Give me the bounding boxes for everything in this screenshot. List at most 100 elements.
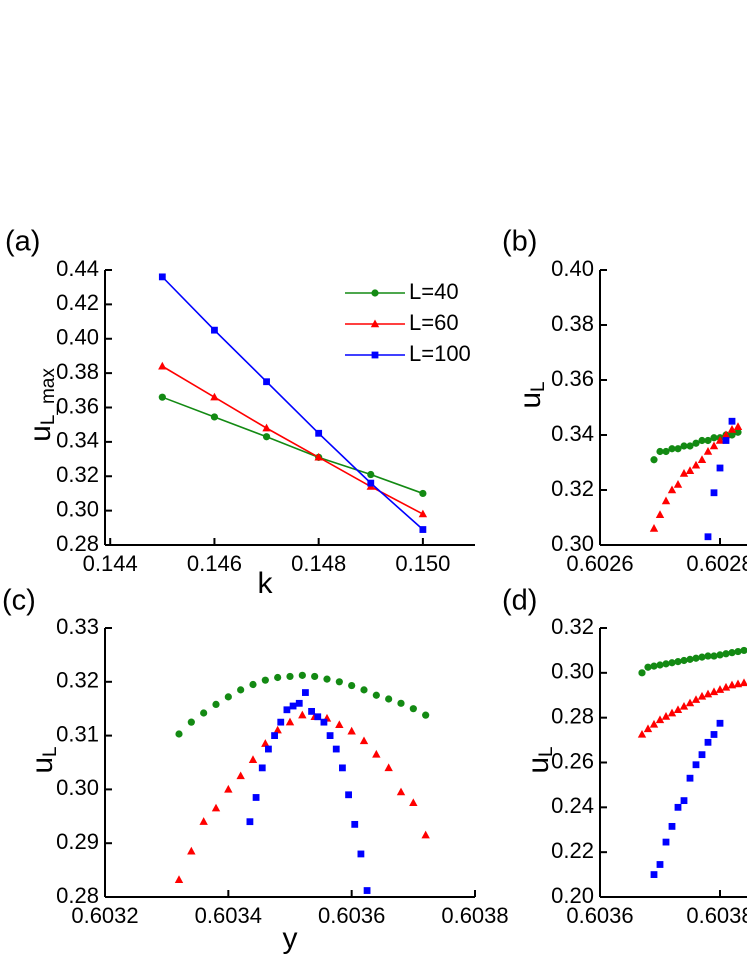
marker bbox=[409, 798, 418, 807]
panel-label: (b) bbox=[502, 226, 537, 258]
y-tick-label: 0.40 bbox=[551, 256, 594, 281]
marker bbox=[680, 656, 688, 665]
y-tick-label: 0.30 bbox=[551, 531, 594, 556]
marker bbox=[661, 496, 671, 505]
marker bbox=[258, 764, 266, 772]
marker bbox=[716, 719, 724, 727]
x-tick-label: 0.6034 bbox=[195, 903, 262, 928]
marker bbox=[637, 729, 647, 738]
marker bbox=[246, 818, 254, 826]
marker bbox=[704, 436, 712, 445]
marker bbox=[385, 695, 393, 703]
marker bbox=[674, 803, 682, 811]
marker bbox=[372, 691, 380, 699]
marker bbox=[397, 699, 405, 707]
marker bbox=[422, 711, 430, 719]
marker bbox=[289, 702, 297, 710]
marker bbox=[709, 441, 719, 450]
y-tick-label: 0.44 bbox=[56, 256, 99, 281]
x-tick-label: 0.6038 bbox=[686, 903, 747, 928]
marker bbox=[733, 422, 743, 430]
y-tick-label: 0.28 bbox=[56, 531, 99, 556]
marker bbox=[347, 726, 356, 735]
marker bbox=[733, 679, 743, 688]
marker bbox=[409, 705, 417, 713]
marker bbox=[710, 652, 718, 660]
marker bbox=[673, 705, 683, 714]
marker bbox=[210, 413, 219, 421]
y-tick-label: 0.42 bbox=[56, 290, 99, 315]
marker bbox=[335, 720, 344, 729]
x-tick-label: 0.6036 bbox=[318, 903, 385, 928]
marker bbox=[710, 434, 718, 442]
marker bbox=[335, 678, 343, 686]
marker bbox=[728, 431, 736, 439]
marker bbox=[274, 673, 282, 682]
x-axis-label: y bbox=[283, 922, 298, 955]
marker bbox=[367, 470, 375, 479]
y-tick-label: 0.24 bbox=[551, 793, 594, 818]
legend-label: L=60 bbox=[409, 310, 459, 335]
marker bbox=[727, 680, 737, 689]
y-axis-label-sub: L_max bbox=[38, 368, 59, 426]
marker bbox=[320, 718, 328, 726]
marker bbox=[265, 745, 272, 753]
marker bbox=[421, 830, 430, 839]
legend-label: L=100 bbox=[409, 341, 471, 366]
y-tick-label: 0.31 bbox=[56, 721, 99, 746]
y-tick-label: 0.30 bbox=[551, 659, 594, 684]
marker bbox=[363, 887, 371, 894]
marker bbox=[314, 713, 322, 721]
y-tick-label: 0.29 bbox=[56, 829, 99, 854]
marker bbox=[668, 659, 676, 667]
marker bbox=[727, 425, 737, 433]
marker bbox=[728, 649, 736, 657]
marker bbox=[237, 686, 245, 694]
marker bbox=[698, 436, 706, 445]
marker bbox=[698, 653, 706, 661]
marker bbox=[224, 693, 232, 701]
chart-panel: (b) 0.30 0.32 0.34 0.36 0.38 0.40 0.6026 0.6028 u… bbox=[502, 226, 747, 576]
marker bbox=[248, 755, 258, 764]
marker bbox=[249, 680, 257, 689]
marker bbox=[271, 732, 278, 739]
marker bbox=[692, 654, 700, 662]
chart-panel: (a) 0.28 0.30 0.32 0.34 0.36 0.38 0.40 0.42 0.44 0… bbox=[5, 226, 475, 600]
marker bbox=[261, 676, 269, 684]
y-tick-label: 0.40 bbox=[56, 325, 99, 350]
marker bbox=[679, 701, 689, 710]
legend-label: L=40 bbox=[409, 279, 459, 304]
y-axis-label: uL_max bbox=[24, 368, 59, 442]
marker bbox=[703, 447, 713, 455]
y-tick-label: 0.36 bbox=[551, 366, 594, 391]
y-tick-label: 0.22 bbox=[551, 838, 594, 863]
chart-panel: (d) 0.20 0.22 0.24 0.26 0.28 0.30 0.32 0.6036 0.6… bbox=[502, 585, 747, 928]
marker bbox=[656, 661, 664, 669]
marker bbox=[174, 875, 184, 883]
marker bbox=[691, 695, 701, 703]
marker bbox=[721, 430, 731, 439]
marker bbox=[359, 736, 369, 745]
y-tick-label: 0.30 bbox=[56, 775, 99, 800]
y-axis-label-sub: L bbox=[528, 381, 549, 392]
marker bbox=[418, 509, 428, 518]
marker bbox=[211, 326, 218, 334]
y-axis-label-main: u bbox=[522, 757, 555, 774]
x-tick-label: 0.150 bbox=[395, 551, 450, 576]
marker bbox=[175, 730, 183, 738]
marker bbox=[722, 437, 730, 444]
marker bbox=[704, 652, 712, 660]
marker bbox=[210, 392, 219, 401]
x-tick-label: 0.6038 bbox=[441, 903, 508, 928]
marker bbox=[686, 655, 694, 663]
marker bbox=[674, 658, 682, 666]
marker bbox=[212, 700, 220, 708]
y-tick-label: 0.38 bbox=[56, 359, 99, 384]
marker bbox=[686, 774, 694, 782]
marker bbox=[314, 452, 323, 461]
marker bbox=[739, 678, 747, 687]
marker bbox=[686, 442, 694, 450]
marker bbox=[351, 820, 359, 828]
marker bbox=[667, 708, 677, 717]
marker bbox=[211, 803, 221, 812]
